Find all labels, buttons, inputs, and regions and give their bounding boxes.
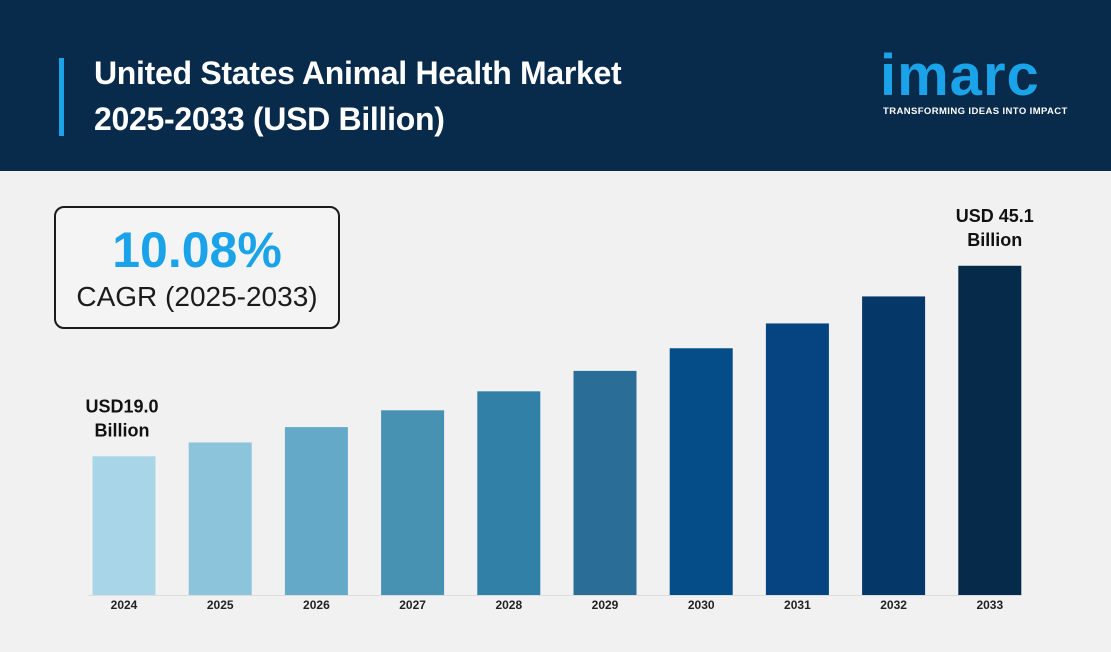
- data-label-line: USD19.0: [85, 396, 158, 416]
- logo-wordmark: imarc: [880, 43, 1040, 108]
- title-accent-bar: [59, 58, 64, 136]
- bar-2032: [862, 296, 926, 595]
- bar-2026: [284, 427, 348, 595]
- header-banner: United States Animal Health Market 2025-…: [0, 0, 1111, 171]
- x-tick-label-2032: 2032: [880, 598, 907, 612]
- cagr-label: CAGR (2025-2033): [76, 281, 318, 312]
- bar-2025: [188, 442, 252, 595]
- bar-2030: [669, 348, 733, 595]
- data-label-line: USD 45.1: [956, 206, 1034, 226]
- data-label-2024: USD19.0 Billion: [85, 396, 158, 440]
- x-tick-label-2024: 2024: [111, 598, 138, 612]
- x-tick-label-2026: 2026: [303, 598, 330, 612]
- x-tick-label-2028: 2028: [495, 598, 522, 612]
- chart-title: United States Animal Health Market 2025-…: [94, 50, 622, 142]
- data-label-2033: USD 45.1 Billion: [956, 206, 1034, 250]
- x-tick-label-2030: 2030: [688, 598, 715, 612]
- bar-2027: [381, 410, 445, 595]
- bar-2033: [958, 265, 1022, 595]
- bar-2029: [573, 370, 637, 595]
- chart-title-line2: 2025-2033 (USD Billion): [94, 101, 445, 137]
- logo-tagline: TRANSFORMING IDEAS INTO IMPACT: [883, 106, 1068, 117]
- bar-2028: [477, 391, 541, 595]
- x-tick-label-2029: 2029: [592, 598, 619, 612]
- x-tick-label-2033: 2033: [976, 598, 1003, 612]
- cagr-callout: 10.08% CAGR (2025-2033): [54, 206, 340, 329]
- imarc-logo: imarc TRANSFORMING IDEAS INTO IMPACT: [880, 36, 1080, 126]
- bar-2024: [92, 456, 156, 595]
- data-label-line: Billion: [967, 230, 1022, 250]
- x-tick-label-2031: 2031: [784, 598, 811, 612]
- x-tick-label-2025: 2025: [207, 598, 234, 612]
- chart-title-line1: United States Animal Health Market: [94, 55, 622, 91]
- bar-2031: [765, 323, 829, 595]
- x-tick-label-2027: 2027: [399, 598, 426, 612]
- data-label-line: Billion: [95, 420, 150, 440]
- cagr-value: 10.08%: [112, 222, 282, 278]
